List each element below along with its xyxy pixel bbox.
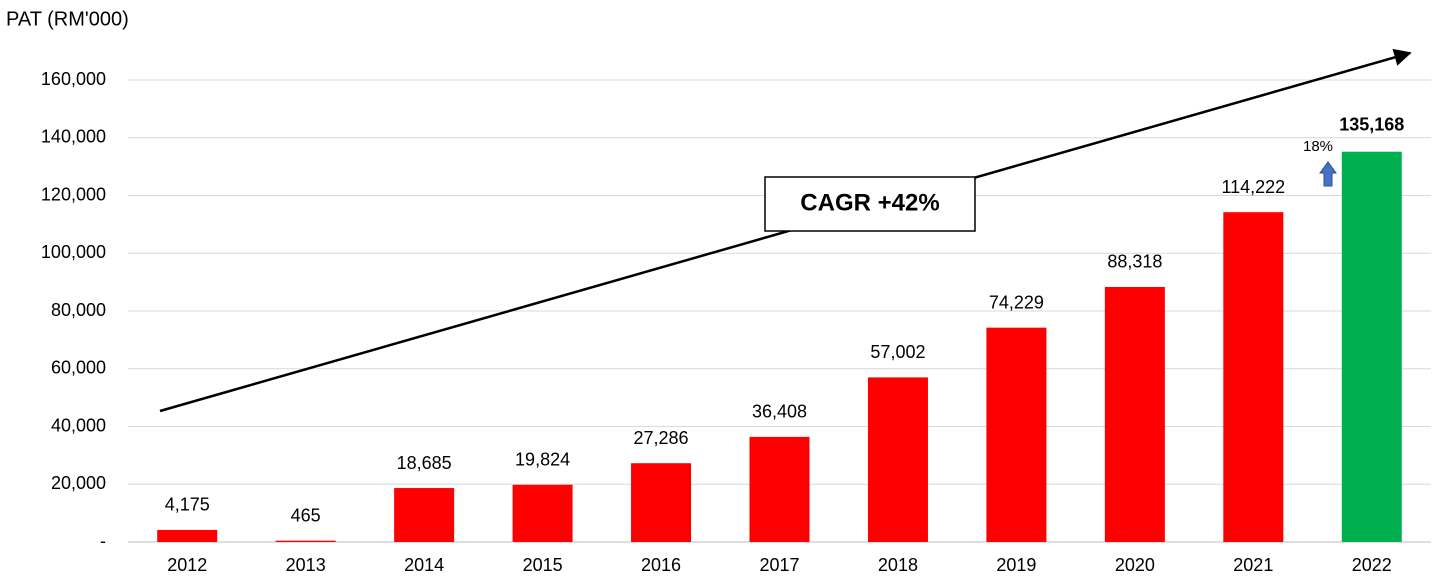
data-label: 27,286 [634, 428, 689, 448]
x-tick-label: 2013 [286, 555, 326, 575]
y-axis-title: PAT (RM'000) [6, 8, 129, 30]
data-label: 36,408 [752, 402, 807, 422]
y-tick-label: 160,000 [41, 69, 106, 89]
cagr-label: CAGR +42% [800, 189, 939, 216]
y-tick-label: 20,000 [51, 473, 106, 493]
data-label: 114,222 [1221, 177, 1285, 197]
bar [1104, 286, 1165, 542]
bar [1223, 212, 1284, 543]
x-tick-label: 2019 [996, 555, 1036, 575]
data-label: 19,824 [515, 450, 570, 470]
bar [157, 529, 218, 542]
x-tick-label: 2021 [1233, 555, 1273, 575]
growth-arrow [1319, 161, 1337, 187]
x-tick-label: 2020 [1115, 555, 1155, 575]
y-tick-label: 100,000 [41, 242, 106, 262]
y-tick-label: 60,000 [51, 358, 106, 378]
x-tick-label: 2017 [759, 555, 799, 575]
bar [749, 436, 810, 542]
x-tick-label: 2014 [404, 555, 444, 575]
y-tick-label: 40,000 [51, 415, 106, 435]
growth-label: 18% [1303, 138, 1333, 155]
bar [1341, 151, 1402, 542]
x-tick-label: 2012 [167, 555, 207, 575]
data-label: 465 [291, 505, 321, 525]
trend-arrow [159, 48, 1412, 413]
y-tick-label: - [100, 531, 106, 551]
x-tick-label: 2022 [1352, 555, 1392, 575]
x-tick-label: 2018 [878, 555, 918, 575]
y-tick-label: 140,000 [41, 127, 106, 147]
bar [275, 540, 336, 542]
bar [394, 488, 455, 542]
x-tick-label: 2015 [523, 555, 563, 575]
data-label: 57,002 [870, 342, 925, 362]
data-label: 18,685 [397, 453, 452, 473]
data-label: 88,318 [1107, 252, 1162, 272]
data-label: 4,175 [165, 495, 210, 515]
bar [512, 484, 573, 542]
data-label: 135,168 [1339, 114, 1404, 134]
data-label: 74,229 [989, 292, 1044, 312]
cagr-box [764, 176, 976, 232]
bar [986, 327, 1047, 542]
bar [867, 377, 928, 542]
x-tick-label: 2016 [641, 555, 681, 575]
y-tick-label: 80,000 [51, 300, 106, 320]
bar [631, 463, 692, 542]
y-tick-label: 120,000 [41, 184, 106, 204]
